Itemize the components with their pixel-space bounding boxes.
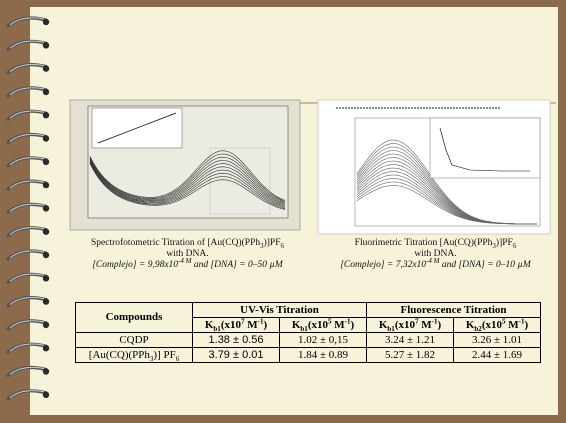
table-subheader: Kb2(x105 M-1): [454, 318, 541, 333]
subheader-text: ): [263, 319, 267, 331]
ring-hole: [43, 42, 49, 48]
subheader-text: (x10: [308, 319, 328, 331]
ring-hole: [43, 368, 49, 374]
ring-hole: [43, 65, 49, 71]
table-subheader: Kb1(x105 M-1): [280, 318, 367, 333]
ring-hole: [43, 89, 49, 95]
ring-hole: [43, 322, 49, 328]
subheader-text: M: [505, 319, 518, 331]
table-subheader: Kb1(x107 M-1): [367, 318, 454, 333]
subheader-text: ): [524, 319, 528, 331]
caption-text: [Complejo] = 7,32x10: [340, 260, 426, 270]
ring-hole: [43, 252, 49, 258]
caption-text: Fluorimetric Titration [Au(CQ)(PPh: [355, 238, 493, 248]
caption-text: )]PF: [264, 238, 281, 248]
ring-hole: [43, 182, 49, 188]
table-cell: 1.02 ± 0,15: [280, 333, 367, 348]
table-cell: 3.24 ± 1.21: [367, 333, 454, 348]
table-cell: 5.27 ± 1.82: [367, 348, 454, 363]
table-header: UV-Vis Titration: [193, 303, 367, 318]
caption-right: Fluorimetric Titration [Au(CQ)(PPh3)]PF6…: [318, 238, 553, 271]
ring-hole: [43, 345, 49, 351]
caption-text: Spectrofotometric Titration of [Au(CQ)(P…: [91, 238, 260, 248]
subheader-text: (x10: [395, 319, 415, 331]
caption-text: -4 M: [426, 257, 439, 265]
subheader-text: ): [437, 319, 441, 331]
caption-text: and [DNA] = 0–10 µM: [439, 260, 530, 270]
ring-hole: [43, 19, 49, 25]
table-cell: CQDP: [76, 333, 193, 348]
caption-text: [Complejo] = 9,98x10: [92, 260, 178, 270]
subheader-text: b2: [474, 325, 481, 333]
ring-hole: [43, 205, 49, 211]
caption-text: 6: [513, 242, 517, 250]
table-cell: [Au(CQ)(PPh3)] PF6: [76, 348, 193, 363]
ring-hole: [43, 159, 49, 165]
ring-hole: [43, 392, 49, 398]
cell-text: )] PF: [153, 349, 175, 361]
table-subheader: Kb1(x107 M-1): [193, 318, 280, 333]
cell-text: 6: [176, 355, 180, 363]
ring-hole: [43, 298, 49, 304]
caption-left: Spectrofotometric Titration of [Au(CQ)(P…: [70, 238, 305, 271]
ring-hole: [43, 135, 49, 141]
fluorescence-plot-image: [318, 100, 550, 234]
subheader-text: M: [331, 319, 344, 331]
subheader-text: b1: [300, 325, 307, 333]
subheader-text: (x10: [482, 319, 502, 331]
caption-text: )]PF: [496, 238, 513, 248]
subheader-text: M: [244, 319, 257, 331]
table-cell: 1.84 ± 0.89: [280, 348, 367, 363]
table-header: Fluorescence Titration: [367, 303, 541, 318]
table-cell: 2.44 ± 1.69: [454, 348, 541, 363]
ring-hole: [43, 229, 49, 235]
subheader-text: b1: [387, 325, 394, 333]
caption-text: 6: [281, 242, 285, 250]
table-cell: 3.79 ± 0.01: [193, 348, 280, 363]
binding-constants-table: Compounds UV-Vis Titration Fluorescence …: [75, 302, 541, 363]
caption-text: -4 M: [178, 257, 191, 265]
uv-vis-plot-image: [70, 100, 300, 230]
cell-text: [Au(CQ)(PPh: [89, 349, 150, 361]
ring-hole: [43, 275, 49, 281]
table-cell: 1.38 ± 0.56: [193, 333, 280, 348]
table-header: Compounds: [76, 303, 193, 333]
table-cell: 3.26 ± 1.01: [454, 333, 541, 348]
spiral-rings: [8, 18, 49, 399]
subheader-text: b1: [213, 325, 220, 333]
caption-text: and [DNA] = 0–50 µM: [191, 260, 282, 270]
ring-hole: [43, 112, 49, 118]
subheader-text: ): [350, 319, 354, 331]
subheader-text: M: [418, 319, 431, 331]
subheader-text: (x10: [221, 319, 241, 331]
slide: Spectrofotometric Titration of [Au(CQ)(P…: [0, 0, 566, 423]
